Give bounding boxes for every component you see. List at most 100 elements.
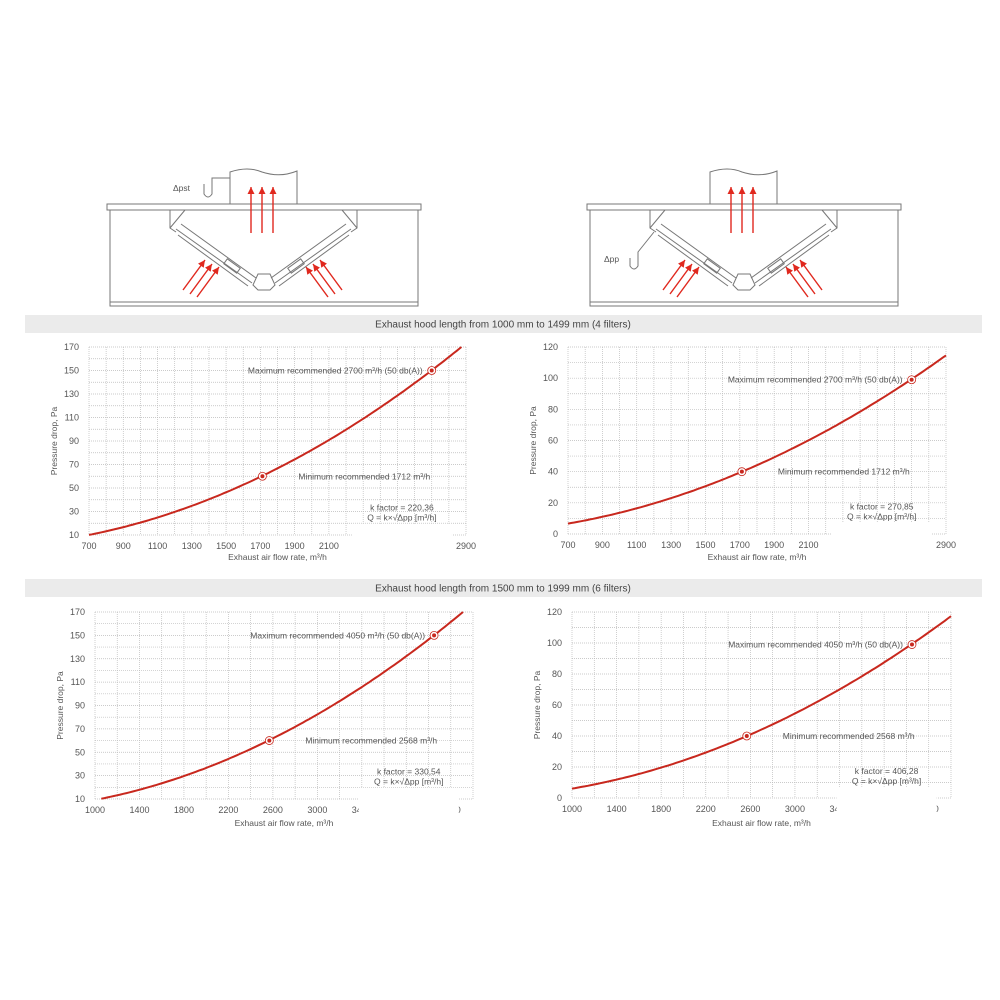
y-tick-label: 110 bbox=[65, 413, 79, 423]
marker-dot bbox=[260, 474, 265, 479]
y-tick-label: 110 bbox=[71, 677, 85, 687]
k-factor-box bbox=[358, 787, 459, 818]
x-tick-label: 1700 bbox=[730, 540, 750, 550]
filter-left bbox=[655, 223, 737, 287]
pressure-probe-icon bbox=[629, 231, 655, 270]
y-tick-label: 120 bbox=[547, 607, 562, 617]
filter-right bbox=[750, 223, 832, 287]
y-tick-label: 50 bbox=[69, 483, 79, 493]
grease-collector bbox=[732, 273, 756, 291]
x-tick-label: 1800 bbox=[174, 805, 194, 815]
y-tick-label: 130 bbox=[70, 654, 85, 664]
x-axis-label: Exhaust air flow rate, m³/h bbox=[712, 818, 811, 828]
max-recommended-label: Maximum recommended 4050 m³/h (50 db(A)) bbox=[250, 630, 425, 640]
y-tick-label: 100 bbox=[547, 638, 562, 648]
max-recommended-label: Maximum recommended 2700 m³/h (50 db(A)) bbox=[248, 366, 423, 376]
x-tick-label: 2200 bbox=[696, 804, 716, 814]
y-tick-label: 10 bbox=[75, 794, 85, 804]
x-tick-label: 2100 bbox=[319, 541, 339, 551]
max-recommended-label: Maximum recommended 4050 m³/h (50 db(A)) bbox=[728, 640, 903, 650]
marker-dot bbox=[739, 469, 744, 474]
marker-dot bbox=[432, 633, 437, 638]
y-tick-label: 80 bbox=[552, 669, 562, 679]
marker-dot bbox=[909, 642, 914, 647]
y-axis-label: Pressure drop, Pa bbox=[49, 406, 59, 475]
arrow-head-icon bbox=[727, 187, 735, 194]
x-tick-label: 700 bbox=[81, 541, 96, 551]
banner-background bbox=[25, 315, 982, 333]
hood-top-rail bbox=[586, 203, 902, 211]
x-tick-label: 3000 bbox=[307, 805, 327, 815]
formula-text: Q = k×√Δpp [m³/h] bbox=[847, 512, 916, 522]
arrow-head-icon bbox=[738, 187, 746, 194]
exhaust-duct bbox=[709, 168, 778, 204]
x-tick-label: 1900 bbox=[764, 540, 784, 550]
x-tick-label: 1500 bbox=[216, 541, 236, 551]
marker-dot bbox=[267, 738, 272, 743]
y-tick-label: 150 bbox=[70, 630, 85, 640]
arrow-head-icon bbox=[793, 264, 800, 272]
y-tick-label: 90 bbox=[75, 701, 85, 711]
arrow-head-icon bbox=[786, 267, 793, 275]
y-tick-label: 60 bbox=[548, 436, 558, 446]
filter-right bbox=[270, 223, 352, 287]
arrow-head-icon bbox=[247, 187, 255, 194]
banner-background bbox=[25, 579, 982, 597]
formula-text: Q = k×√Δpp [m³/h] bbox=[374, 777, 443, 787]
arrow-head-icon bbox=[749, 187, 757, 194]
arrow-head-icon bbox=[685, 264, 692, 272]
delta-pp-label: Δpp bbox=[604, 254, 619, 264]
arrow-head-icon bbox=[692, 267, 699, 275]
x-tick-label: 900 bbox=[595, 540, 610, 550]
arrow-head-icon bbox=[800, 260, 807, 268]
y-tick-label: 170 bbox=[70, 607, 85, 617]
x-tick-label: 2900 bbox=[456, 541, 476, 551]
x-tick-label: 1000 bbox=[562, 804, 582, 814]
arrow-head-icon bbox=[269, 187, 277, 194]
hood-body bbox=[589, 210, 899, 307]
arrow-head-icon bbox=[198, 260, 205, 268]
y-tick-label: 170 bbox=[64, 342, 79, 352]
hood-top-rail bbox=[106, 203, 422, 211]
k-factor-box bbox=[831, 522, 932, 553]
arrow-head-icon bbox=[205, 264, 212, 272]
arrow-head-icon bbox=[678, 260, 685, 268]
section-banner-1: Exhaust hood length from 1000 mm to 1499… bbox=[25, 315, 982, 333]
k-factor-text: k factor = 220,36 bbox=[370, 503, 434, 513]
section-title: Exhaust hood length from 1500 mm to 1999… bbox=[375, 584, 631, 595]
k-factor-box bbox=[351, 523, 452, 554]
x-tick-label: 1800 bbox=[651, 804, 671, 814]
min-recommended-label: Minimum recommended 2568 m³/h bbox=[783, 731, 915, 741]
y-tick-label: 80 bbox=[548, 404, 558, 414]
chart-2: 7009001100130015001700190021002300250027… bbox=[528, 342, 956, 562]
x-tick-label: 900 bbox=[116, 541, 131, 551]
x-tick-label: 1700 bbox=[250, 541, 270, 551]
y-axis-label: Pressure drop, Pa bbox=[55, 671, 65, 740]
chart-4: 1000140018002200260030003400380042000204… bbox=[532, 607, 952, 828]
x-tick-label: 2100 bbox=[799, 540, 819, 550]
arrow-head-icon bbox=[313, 264, 320, 272]
filter-left bbox=[175, 223, 257, 287]
y-tick-label: 120 bbox=[543, 342, 558, 352]
exhaust-duct bbox=[229, 168, 298, 204]
x-tick-label: 700 bbox=[560, 540, 575, 550]
chart-3: 1000140018002200260030003400380042001030… bbox=[55, 607, 474, 828]
x-tick-label: 3000 bbox=[785, 804, 805, 814]
delta-pst-label: Δpst bbox=[173, 183, 191, 193]
x-tick-label: 1000 bbox=[85, 805, 105, 815]
hood-diagram-1: Δpst bbox=[106, 168, 422, 307]
x-tick-label: 2900 bbox=[936, 540, 956, 550]
formula-text: Q = k×√Δpp [m³/h] bbox=[367, 513, 436, 523]
chart-1: 7009001100130015001700190021002300250027… bbox=[49, 342, 476, 562]
pressure-curve bbox=[567, 354, 947, 525]
y-tick-label: 130 bbox=[64, 389, 79, 399]
y-tick-label: 90 bbox=[69, 436, 79, 446]
section-banner-2: Exhaust hood length from 1500 mm to 1999… bbox=[25, 579, 982, 597]
y-tick-label: 40 bbox=[548, 467, 558, 477]
x-tick-label: 1300 bbox=[182, 541, 202, 551]
pressure-curve bbox=[571, 615, 952, 790]
x-tick-label: 1300 bbox=[661, 540, 681, 550]
k-factor-text: k factor = 406,28 bbox=[855, 766, 919, 776]
y-tick-label: 0 bbox=[557, 793, 562, 803]
max-recommended-label: Maximum recommended 2700 m³/h (50 db(A)) bbox=[728, 375, 903, 385]
